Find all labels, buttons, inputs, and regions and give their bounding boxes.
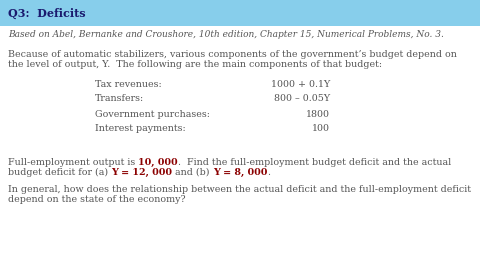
Bar <box>0 0 480 26</box>
Text: 10, 000: 10, 000 <box>138 158 178 167</box>
Text: Y = 12, 000: Y = 12, 000 <box>111 168 172 177</box>
Text: and (b): and (b) <box>172 168 213 177</box>
Text: Q3:  Deficits: Q3: Deficits <box>8 7 85 19</box>
Text: the level of output, Y.  The following are the main components of that budget:: the level of output, Y. The following ar… <box>8 60 382 69</box>
Text: budget deficit for (a): budget deficit for (a) <box>8 168 111 177</box>
Text: Y = 8, 000: Y = 8, 000 <box>213 168 267 177</box>
Text: Transfers:: Transfers: <box>95 94 144 103</box>
Text: Based on Abel, Bernanke and Croushore, 10th edition, Chapter 15, Numerical Probl: Based on Abel, Bernanke and Croushore, 1… <box>8 30 444 39</box>
Text: 1800: 1800 <box>306 110 330 119</box>
Text: In general, how does the relationship between the actual deficit and the full-em: In general, how does the relationship be… <box>8 185 471 194</box>
Text: Government purchases:: Government purchases: <box>95 110 210 119</box>
Text: Interest payments:: Interest payments: <box>95 124 186 133</box>
Text: depend on the state of the economy?: depend on the state of the economy? <box>8 195 186 204</box>
Text: Tax revenues:: Tax revenues: <box>95 80 162 89</box>
Text: Because of automatic stabilizers, various components of the government’s budget : Because of automatic stabilizers, variou… <box>8 50 457 59</box>
Text: 800 – 0.05Y: 800 – 0.05Y <box>274 94 330 103</box>
Text: .: . <box>267 168 270 177</box>
Text: 1000 + 0.1Y: 1000 + 0.1Y <box>271 80 330 89</box>
Text: .  Find the full-employment budget deficit and the actual: . Find the full-employment budget defici… <box>178 158 451 167</box>
Text: 100: 100 <box>312 124 330 133</box>
Text: Full-employment output is: Full-employment output is <box>8 158 138 167</box>
